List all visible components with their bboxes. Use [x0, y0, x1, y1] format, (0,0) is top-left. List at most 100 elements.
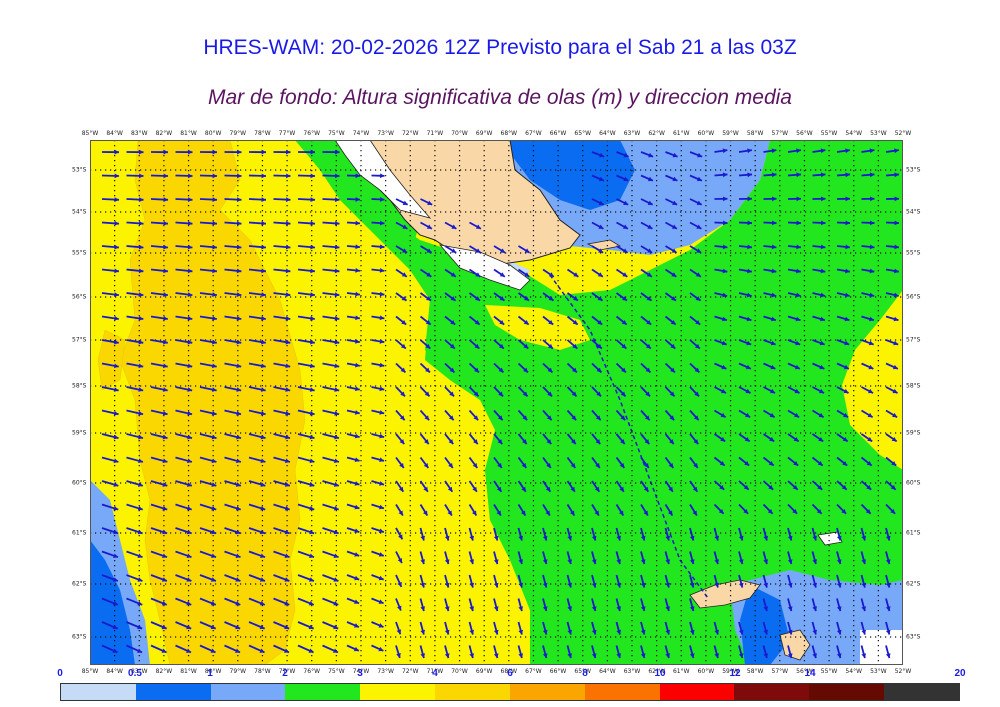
direction-arrow: [591, 480, 601, 493]
direction-arrow: [346, 433, 360, 439]
direction-arrow: [224, 244, 242, 250]
direction-arrow: [885, 220, 900, 226]
direction-arrow: [248, 386, 266, 392]
direction-arrow: [126, 644, 143, 654]
longitude-label: 52°W: [894, 668, 912, 675]
direction-arrow: [444, 268, 457, 278]
direction-arrow: [322, 433, 340, 440]
direction-arrow: [591, 621, 597, 635]
direction-arrow: [297, 456, 315, 464]
direction-arrow: [395, 362, 407, 374]
direction-arrow: [615, 621, 622, 635]
direction-arrow: [763, 409, 776, 419]
direction-arrow: [248, 574, 266, 582]
direction-arrow: [493, 386, 504, 397]
direction-arrow: [199, 480, 217, 487]
direction-arrow: [346, 621, 360, 628]
direction-arrow: [566, 574, 573, 588]
direction-arrow: [444, 504, 453, 517]
direction-arrow: [346, 362, 360, 368]
direction-arrow: [224, 597, 241, 606]
longitude-label: 63°W: [623, 130, 641, 137]
longitude-label: 60°W: [697, 130, 715, 137]
direction-arrow: [615, 527, 622, 541]
direction-arrow: [885, 386, 898, 394]
longitude-label: 62°W: [648, 130, 665, 137]
direction-arrow: [885, 598, 891, 612]
direction-arrow: [297, 386, 315, 392]
direction-arrow: [150, 220, 169, 226]
longitude-label: 55°W: [820, 130, 838, 137]
direction-arrow: [567, 268, 579, 278]
direction-arrow: [419, 292, 432, 302]
direction-arrow: [224, 480, 242, 487]
direction-arrow: [591, 245, 604, 254]
direction-arrow: [689, 645, 695, 659]
longitude-label: 53°W: [870, 130, 887, 137]
direction-arrow: [591, 151, 605, 158]
direction-arrow: [444, 362, 456, 374]
direction-arrow: [836, 598, 842, 612]
direction-arrow: [738, 480, 750, 491]
direction-arrow: [175, 220, 193, 226]
direction-arrow: [763, 386, 776, 394]
direction-arrow: [273, 550, 290, 559]
direction-arrow: [419, 504, 429, 517]
direction-arrow: [297, 315, 315, 321]
direction-arrow: [714, 196, 728, 202]
direction-arrow: [738, 196, 753, 202]
direction-arrow: [248, 503, 266, 511]
map-frame: [90, 140, 903, 665]
direction-arrow: [126, 597, 143, 606]
direction-arrow: [126, 268, 144, 274]
direction-arrow: [836, 645, 842, 659]
longitude-label: 78°W: [254, 130, 271, 137]
direction-arrow: [297, 409, 315, 416]
latitude-label: 57°S: [906, 336, 921, 344]
longitude-label: 78°W: [254, 668, 271, 675]
direction-arrow: [812, 172, 826, 178]
direction-arrow: [371, 409, 385, 415]
longitude-label: 84°W: [106, 130, 123, 137]
longitude-label: 54°W: [845, 130, 863, 137]
direction-arrow: [273, 503, 290, 511]
direction-arrow: [836, 148, 850, 154]
direction-arrow: [395, 480, 405, 493]
direction-arrow: [787, 244, 802, 250]
direction-arrow: [517, 433, 528, 445]
colorbar-tick-label: 0.5: [128, 668, 142, 679]
direction-arrow: [812, 220, 826, 226]
direction-arrow: [297, 339, 315, 345]
direction-arrow: [101, 409, 119, 416]
direction-arrow: [860, 598, 867, 612]
direction-arrow: [126, 456, 144, 464]
direction-arrow: [322, 503, 339, 511]
direction-arrow: [248, 220, 267, 226]
direction-arrow: [787, 527, 793, 541]
direction-arrow: [591, 221, 604, 230]
direction-arrow: [126, 197, 144, 203]
direction-arrow: [664, 551, 671, 565]
direction-arrow: [175, 597, 192, 606]
direction-arrow: [371, 315, 385, 321]
colorbar-tick-label: 8: [582, 668, 588, 679]
longitude-label: 69°W: [475, 130, 493, 137]
direction-arrow: [885, 551, 891, 565]
direction-arrow: [395, 315, 407, 326]
longitude-label: 64°W: [599, 668, 616, 675]
direction-arrow: [419, 480, 429, 493]
direction-arrow: [640, 174, 654, 182]
longitude-label: 71°W: [426, 130, 444, 137]
direction-arrow: [615, 409, 626, 421]
direction-arrow: [248, 197, 267, 203]
direction-arrow: [836, 196, 851, 202]
direction-arrow: [468, 504, 478, 517]
latitude-label: 56°S: [72, 293, 87, 301]
direction-arrow: [640, 527, 646, 541]
direction-arrow: [224, 409, 242, 416]
longitude-label: 68°W: [500, 130, 518, 137]
direction-arrow: [150, 644, 167, 654]
direction-arrow: [126, 362, 144, 369]
direction-arrow: [640, 621, 646, 635]
direction-arrow: [860, 551, 867, 565]
